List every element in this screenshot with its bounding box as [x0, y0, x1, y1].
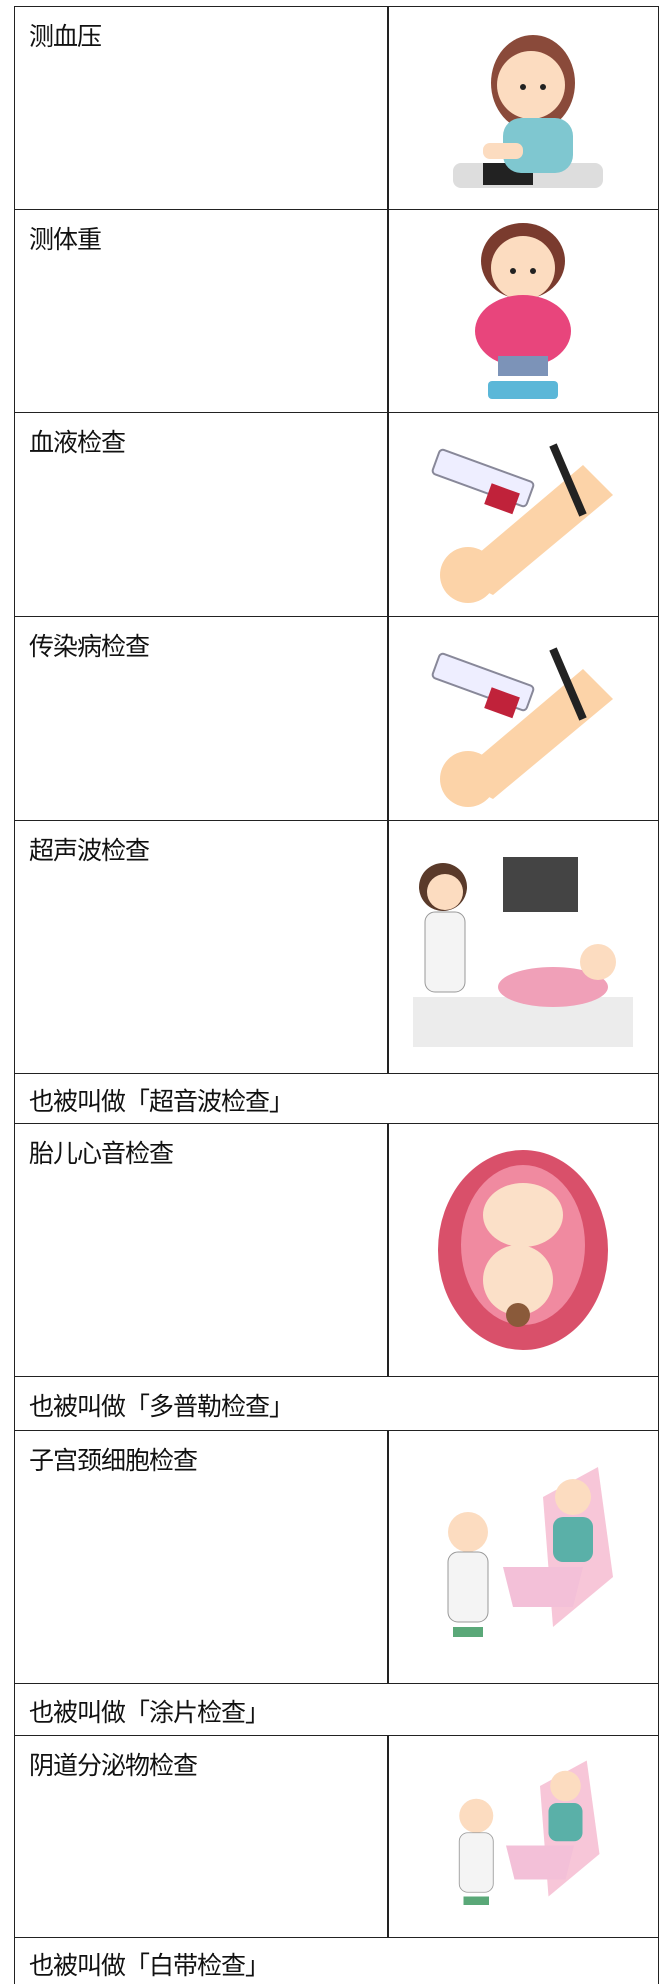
exam-note: 也被叫做「白带检查」: [29, 1951, 270, 1980]
cell: 也被叫做「超音波检查」: [14, 1073, 659, 1124]
illustration: [388, 7, 658, 209]
cell: 也被叫做「多普勒检查」: [14, 1376, 659, 1431]
cell: 测血压: [14, 6, 389, 210]
cell: [387, 1123, 659, 1377]
illustration: [388, 210, 658, 412]
illustration: [388, 617, 658, 820]
cell: [387, 820, 659, 1074]
cell: 测体重: [14, 209, 389, 413]
cell: 阴道分泌物检查: [14, 1735, 389, 1938]
illustration: [388, 1431, 658, 1683]
illustration: [388, 1124, 658, 1376]
exam-name: 传染病检查: [29, 632, 150, 661]
exam-name: 测体重: [29, 225, 102, 254]
cell: 也被叫做「白带检查」: [14, 1937, 659, 1984]
cell: [387, 1735, 659, 1938]
cell: 也被叫做「涂片检查」: [14, 1683, 659, 1736]
cell: 传染病检查: [14, 616, 389, 821]
exam-name: 阴道分泌物检查: [29, 1751, 198, 1780]
cell: 血液检查: [14, 412, 389, 617]
exam-name: 超声波检查: [29, 836, 150, 865]
cell: [387, 1430, 659, 1684]
illustration: [388, 1736, 658, 1937]
illustration: [388, 413, 658, 616]
exam-name: 子宫颈细胞检查: [29, 1446, 198, 1475]
cell: 胎儿心音检查: [14, 1123, 389, 1377]
cell: [387, 616, 659, 821]
cell: 超声波检查: [14, 820, 389, 1074]
illustration: [388, 821, 658, 1073]
cell: 子宫颈细胞检查: [14, 1430, 389, 1684]
exam-name: 血液检查: [29, 428, 126, 457]
exam-note: 也被叫做「超音波检查」: [29, 1087, 294, 1116]
exam-name: 测血压: [29, 22, 102, 51]
cell: [387, 6, 659, 210]
cell: [387, 412, 659, 617]
cell: [387, 209, 659, 413]
exam-note: 也被叫做「多普勒检查」: [29, 1392, 294, 1421]
exam-name: 胎儿心音检查: [29, 1139, 174, 1168]
exam-note: 也被叫做「涂片检查」: [29, 1698, 270, 1727]
